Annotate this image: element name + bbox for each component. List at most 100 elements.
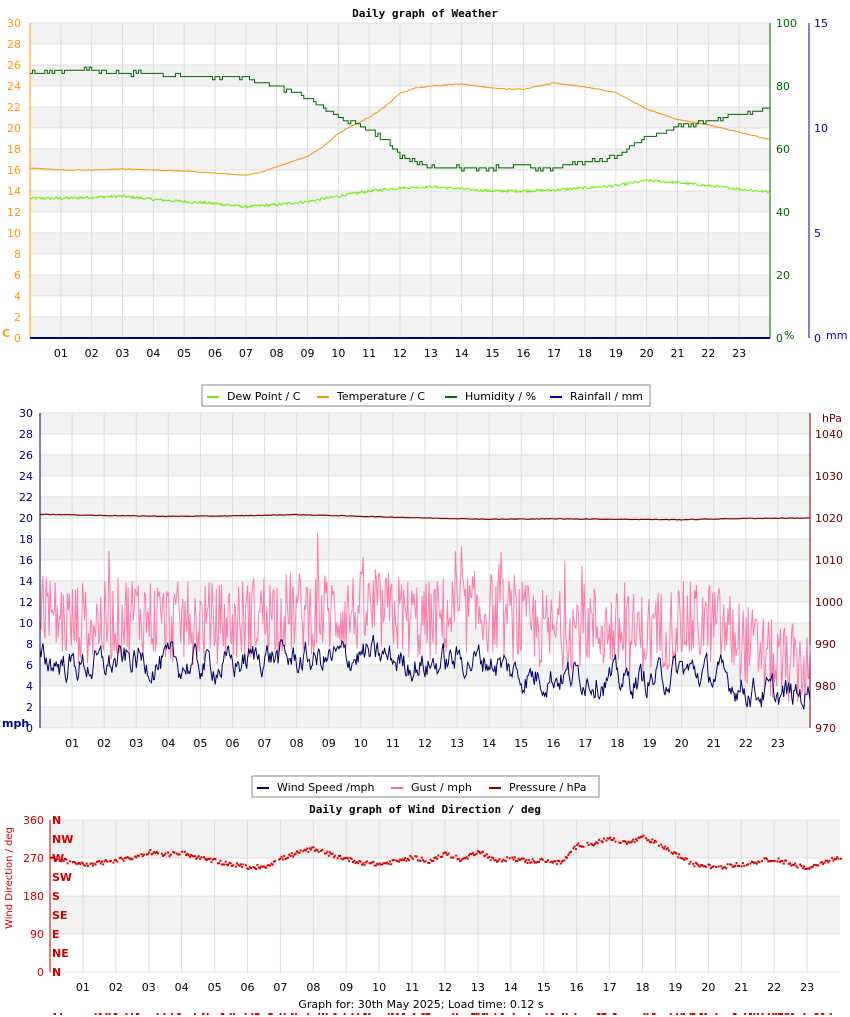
- direction-point: [466, 857, 469, 860]
- direction-point: [257, 866, 260, 869]
- direction-point: [692, 862, 695, 865]
- direction-point: [228, 861, 231, 864]
- wind-hour-tick: 23: [771, 737, 785, 750]
- direction-point: [382, 862, 385, 865]
- dewpoint-line: [29, 178, 771, 209]
- direction-point: [137, 854, 140, 857]
- direction-point: [487, 856, 489, 859]
- weather-humidity-tick: 20: [776, 269, 790, 282]
- direction-point: [334, 854, 337, 857]
- humidity-line: [30, 66, 771, 172]
- direction-strip-point: [290, 1013, 293, 1015]
- direction-point: [406, 857, 409, 860]
- direction-strip-point: [422, 1013, 425, 1015]
- weather-hour-tick: 02: [85, 347, 99, 360]
- wind-speed-unit: mph: [2, 717, 29, 730]
- direction-point: [433, 857, 436, 859]
- direction-point: [229, 862, 232, 865]
- direction-point: [731, 865, 734, 868]
- direction-point: [245, 864, 247, 867]
- wind-hour-tick: 01: [65, 737, 79, 750]
- direction-point: [696, 862, 698, 865]
- weather-hour-tick: 13: [424, 347, 438, 360]
- direction-point: [745, 864, 748, 867]
- weather-hour-tick: 22: [701, 347, 715, 360]
- direction-point: [279, 857, 282, 860]
- direction-point: [655, 840, 658, 843]
- direction-point: [404, 857, 407, 859]
- direction-strip-point: [428, 1013, 431, 1015]
- direction-point: [767, 860, 770, 863]
- direction-point: [540, 857, 543, 860]
- direction-point: [450, 856, 453, 859]
- direction-point: [324, 852, 326, 855]
- weather-hour-tick: 04: [146, 347, 160, 360]
- direction-point: [386, 861, 389, 864]
- direction-point: [812, 865, 814, 868]
- direction-hour-tick: 07: [273, 981, 287, 994]
- wind-speed-tick: 0: [26, 722, 33, 735]
- direction-point: [578, 845, 581, 848]
- direction-strip-point: [792, 1013, 794, 1015]
- weather-humidity-axis: 0 20 40 60 80 100: [776, 17, 797, 345]
- direction-strip-point: [653, 1013, 656, 1015]
- direction-strip-point: [295, 1013, 297, 1015]
- direction-hour-tick: 12: [438, 981, 452, 994]
- direction-strip-point: [689, 1013, 692, 1015]
- direction-point: [467, 854, 470, 857]
- direction-point: [266, 864, 269, 867]
- direction-point: [699, 864, 702, 867]
- direction-point: [216, 862, 219, 865]
- direction-strip-point: [396, 1013, 399, 1015]
- wind-speed-tick: 26: [19, 449, 33, 462]
- direction-point: [414, 855, 417, 858]
- direction-hour-tick: 04: [175, 981, 189, 994]
- wind-pressure-tick: 1000: [815, 596, 843, 609]
- direction-point: [750, 860, 753, 863]
- direction-point: [534, 861, 537, 864]
- direction-point: [173, 851, 176, 854]
- direction-point: [206, 857, 209, 860]
- direction-point: [712, 865, 715, 868]
- direction-point: [294, 852, 297, 855]
- wind-hour-tick: 14: [482, 737, 496, 750]
- direction-strip-point: [363, 1013, 366, 1015]
- direction-point: [269, 864, 272, 867]
- direction-point: [360, 863, 363, 866]
- direction-point: [597, 838, 600, 841]
- direction-strip-point: [732, 1013, 735, 1015]
- direction-point: [172, 851, 175, 853]
- wind-speed-tick: 2: [26, 701, 33, 714]
- direction-point: [225, 863, 228, 866]
- direction-point: [525, 859, 528, 862]
- wind-speed-tick: 12: [19, 596, 33, 609]
- direction-strip-point: [156, 1013, 159, 1015]
- direction-point: [633, 841, 636, 844]
- direction-point: [781, 860, 784, 862]
- weather-hour-tick: 20: [640, 347, 654, 360]
- direction-point: [308, 847, 311, 850]
- direction-point: [418, 859, 421, 862]
- wind-hour-tick: 22: [739, 737, 753, 750]
- direction-point: [777, 857, 780, 860]
- direction-point: [768, 860, 771, 862]
- direction-point: [368, 862, 371, 865]
- direction-point: [803, 865, 805, 868]
- direction-point: [420, 856, 423, 859]
- direction-strip-point: [777, 1013, 780, 1015]
- direction-point: [399, 858, 402, 861]
- direction-point: [439, 856, 442, 858]
- weather-humidity-tick: 0: [776, 332, 783, 345]
- wind-hour-tick: 06: [226, 737, 240, 750]
- wind-speed-tick: 18: [19, 533, 33, 546]
- direction-point: [446, 854, 449, 856]
- direction-point: [120, 856, 123, 859]
- direction-strip-point: [596, 1013, 599, 1015]
- direction-hour-tick: 23: [800, 981, 814, 994]
- direction-point: [800, 865, 803, 867]
- direction-point: [717, 865, 720, 868]
- wind-pressure-tick: 990: [815, 638, 836, 651]
- direction-strip-point: [94, 1013, 97, 1015]
- weather-hour-tick: 11: [362, 347, 376, 360]
